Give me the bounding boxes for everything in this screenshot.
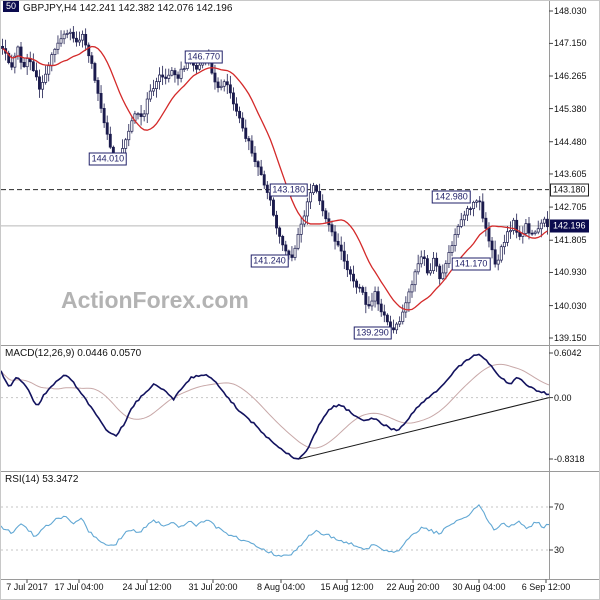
x-axis-label: 8 Aug 04:00	[256, 582, 306, 592]
y-axis-tick: 140.930	[554, 267, 587, 278]
y-axis-tick: 141.805	[554, 235, 587, 246]
resistance-axis-label: 143.180	[550, 183, 589, 197]
x-axis-label: 6 Sep 12:00	[521, 582, 571, 592]
macd-axis-tick: -0.8318	[554, 454, 585, 464]
x-axis-label: 31 Jul 20:00	[188, 582, 238, 592]
panel-frame	[1, 1, 599, 583]
corner-price-badge: 50	[3, 1, 20, 12]
x-axis-label: 24 Jul 12:00	[122, 582, 172, 592]
rsi-header: RSI(14) 53.3472	[5, 474, 79, 485]
price-annotation: 141.240	[250, 254, 289, 268]
current-price-axis-label: 142.196	[550, 219, 589, 233]
y-axis-tick: 143.605	[554, 168, 587, 179]
level-lines	[1, 189, 549, 551]
rsi-axis-tick: 30	[554, 545, 565, 555]
macd-header: MACD(12,26,9) 0.0446 0.0570	[5, 348, 142, 359]
y-axis-tick: 142.705	[554, 202, 587, 213]
x-axis-label: 15 Aug 12:00	[320, 582, 374, 592]
macd-trendline	[299, 397, 550, 460]
macd-axis-tick: 0.00	[554, 392, 572, 403]
x-axis-label: 30 Aug 04:00	[452, 582, 506, 592]
y-axis-tick: 145.380	[554, 103, 587, 114]
macd-axis-tick: 0.6042	[554, 348, 582, 358]
y-axis-tick: 147.150	[554, 38, 587, 49]
price-annotation: 144.010	[88, 152, 128, 166]
y-axis-tick: 140.030	[554, 300, 587, 311]
macd-line	[1, 353, 550, 460]
x-axis-label: 17 Jul 04:00	[54, 582, 104, 592]
watermark: ActionForex.com	[61, 287, 249, 313]
x-axis-label: 22 Aug 20:00	[386, 582, 440, 592]
chart-title: GBPJPY,H4 142.241 142.382 142.076 142.19…	[23, 3, 233, 14]
price-annotation: 141.170	[451, 257, 491, 271]
rsi-line	[1, 503, 550, 558]
y-axis-tick: 146.265	[554, 70, 587, 81]
price-annotation: 139.290	[353, 326, 392, 340]
macd-signal-line	[1, 363, 550, 449]
rsi-axis-tick: 70	[554, 502, 565, 512]
price-annotation: 142.980	[432, 190, 471, 204]
x-axis-label: 7 Jul 2017	[6, 582, 48, 592]
y-axis-tick: 139.150	[554, 333, 587, 343]
y-axis-tick: 144.480	[554, 136, 587, 147]
price-annotation: 146.770	[184, 50, 224, 64]
price-annotation: 143.180	[269, 183, 308, 197]
y-axis-tick: 148.030	[554, 6, 587, 16]
